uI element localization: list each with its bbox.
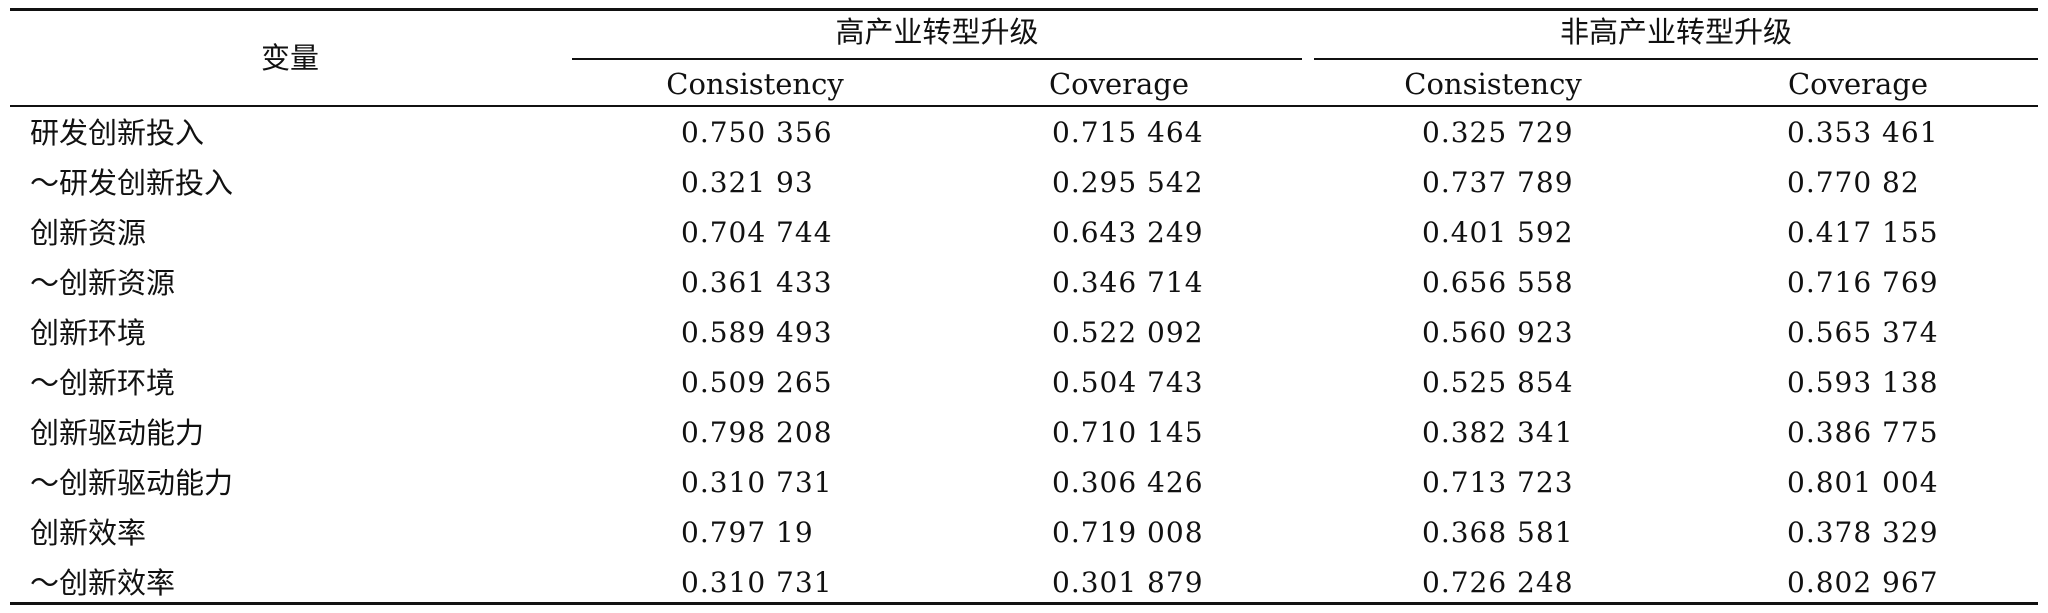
row-label: 研发创新投入 [30, 116, 205, 150]
row-label: ～研发创新投入 [30, 166, 234, 200]
cell-high-consistency: 0.798 208 [681, 416, 833, 449]
row-label: 创新资源 [30, 216, 147, 250]
cell-high-coverage: 0.643 249 [1052, 216, 1204, 249]
table-row: 创新驱动能力 0.798 208 0.710 145 0.382 341 0.3… [0, 413, 2048, 463]
cell-high-consistency: 0.321 93 [681, 166, 814, 199]
cell-high-consistency: 0.704 744 [681, 216, 833, 249]
group-nonhigh-underline [1314, 58, 2038, 60]
cell-high-consistency: 0.361 433 [681, 266, 833, 299]
table-row: 创新效率 0.797 19 0.719 008 0.368 581 0.378 … [0, 513, 2048, 563]
top-rule [10, 8, 2038, 11]
cell-nonhigh-consistency: 0.726 248 [1422, 566, 1574, 599]
cell-high-consistency: 0.310 731 [681, 466, 833, 499]
cell-nonhigh-consistency: 0.525 854 [1422, 366, 1574, 399]
cell-nonhigh-coverage: 0.353 461 [1787, 116, 1939, 149]
row-label: ～创新资源 [30, 266, 176, 300]
cell-high-consistency: 0.589 493 [681, 316, 833, 349]
header-variable: 变量 [260, 41, 319, 75]
cell-nonhigh-consistency: 0.382 341 [1422, 416, 1574, 449]
cell-high-coverage: 0.719 008 [1052, 516, 1204, 549]
cell-high-consistency: 0.750 356 [681, 116, 833, 149]
cell-high-coverage: 0.306 426 [1052, 466, 1204, 499]
header-high-coverage: Coverage [1048, 67, 1190, 101]
table-row: 创新资源 0.704 744 0.643 249 0.401 592 0.417… [0, 213, 2048, 263]
cell-nonhigh-consistency: 0.737 789 [1422, 166, 1574, 199]
header-group-nonhigh: 非高产业转型升级 [1559, 15, 1792, 49]
table-row: ～创新资源 0.361 433 0.346 714 0.656 558 0.71… [0, 263, 2048, 313]
cell-nonhigh-coverage: 0.770 82 [1787, 166, 1920, 199]
table-row: ～创新环境 0.509 265 0.504 743 0.525 854 0.59… [0, 363, 2048, 413]
cell-high-consistency: 0.797 19 [681, 516, 814, 549]
cell-high-coverage: 0.710 145 [1052, 416, 1204, 449]
group-high-underline [572, 58, 1302, 60]
row-label: 创新驱动能力 [30, 416, 205, 450]
cell-nonhigh-coverage: 0.565 374 [1787, 316, 1939, 349]
cell-nonhigh-consistency: 0.325 729 [1422, 116, 1574, 149]
cell-high-coverage: 0.295 542 [1052, 166, 1204, 199]
table-row: ～研发创新投入 0.321 93 0.295 542 0.737 789 0.7… [0, 163, 2048, 213]
cell-nonhigh-coverage: 0.716 769 [1787, 266, 1939, 299]
row-label: ～创新驱动能力 [30, 466, 234, 500]
table-row: ～创新效率 0.310 731 0.301 879 0.726 248 0.80… [0, 563, 2048, 613]
row-label: ～创新环境 [30, 366, 176, 400]
row-label: 创新环境 [30, 316, 147, 350]
cell-nonhigh-coverage: 0.802 967 [1787, 566, 1939, 599]
table-row: 研发创新投入 0.750 356 0.715 464 0.325 729 0.3… [0, 113, 2048, 163]
cell-nonhigh-consistency: 0.560 923 [1422, 316, 1574, 349]
cell-high-consistency: 0.509 265 [681, 366, 833, 399]
cell-nonhigh-consistency: 0.401 592 [1422, 216, 1574, 249]
cell-high-coverage: 0.346 714 [1052, 266, 1204, 299]
cell-nonhigh-consistency: 0.656 558 [1422, 266, 1574, 299]
header-rule [10, 105, 2038, 107]
table-row: 创新环境 0.589 493 0.522 092 0.560 923 0.565… [0, 313, 2048, 363]
cell-nonhigh-consistency: 0.713 723 [1422, 466, 1574, 499]
bottom-rule [10, 602, 2038, 605]
header-high-consistency: Consistency [666, 67, 844, 101]
cell-nonhigh-coverage: 0.386 775 [1787, 416, 1939, 449]
table-row: ～创新驱动能力 0.310 731 0.306 426 0.713 723 0.… [0, 463, 2048, 513]
cell-high-coverage: 0.301 879 [1052, 566, 1204, 599]
header-nonhigh-coverage: Coverage [1787, 67, 1929, 101]
header-nonhigh-consistency: Consistency [1404, 67, 1582, 101]
cell-nonhigh-coverage: 0.801 004 [1787, 466, 1939, 499]
cell-nonhigh-coverage: 0.378 329 [1787, 516, 1939, 549]
cell-high-coverage: 0.715 464 [1052, 116, 1204, 149]
cell-nonhigh-coverage: 0.417 155 [1787, 216, 1939, 249]
row-label: 创新效率 [30, 516, 147, 550]
cell-high-consistency: 0.310 731 [681, 566, 833, 599]
cell-nonhigh-coverage: 0.593 138 [1787, 366, 1939, 399]
cell-high-coverage: 0.504 743 [1052, 366, 1204, 399]
table-body: 研发创新投入 0.750 356 0.715 464 0.325 729 0.3… [0, 113, 2048, 613]
cell-nonhigh-consistency: 0.368 581 [1422, 516, 1574, 549]
header-group-high: 高产业转型升级 [835, 15, 1039, 49]
cell-high-coverage: 0.522 092 [1052, 316, 1204, 349]
row-label: ～创新效率 [30, 566, 176, 600]
